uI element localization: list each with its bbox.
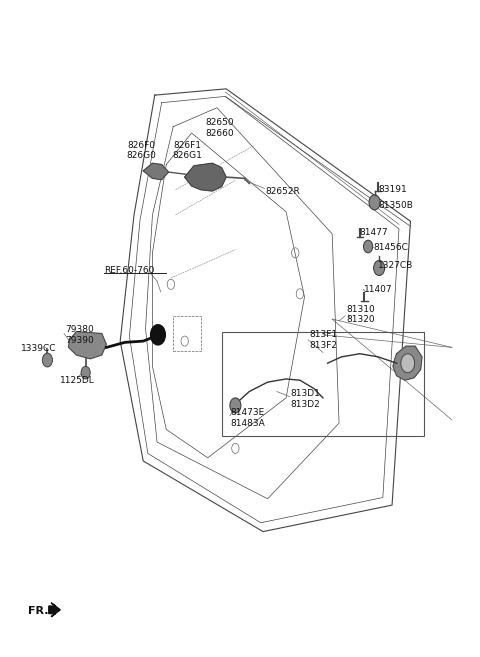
Circle shape — [373, 260, 384, 275]
Text: 813D1
813D2: 813D1 813D2 — [291, 390, 321, 409]
Circle shape — [369, 194, 380, 210]
Text: 11407: 11407 — [364, 285, 393, 294]
Text: 82650
82660: 82650 82660 — [205, 118, 234, 137]
Polygon shape — [393, 346, 422, 380]
Text: 1339CC: 1339CC — [21, 344, 57, 353]
Text: 81350B: 81350B — [378, 201, 413, 210]
Polygon shape — [49, 603, 60, 617]
Polygon shape — [69, 332, 107, 359]
Text: 81477: 81477 — [360, 228, 388, 237]
Bar — [173, 316, 201, 351]
Text: REF.60-760: REF.60-760 — [104, 266, 155, 275]
Circle shape — [401, 353, 415, 373]
Text: 82652R: 82652R — [265, 187, 300, 196]
Circle shape — [363, 240, 372, 253]
Circle shape — [42, 353, 52, 367]
Circle shape — [230, 398, 241, 413]
Text: 1125DL: 1125DL — [60, 376, 95, 385]
Bar — [222, 332, 424, 436]
Text: 81473E
81483A: 81473E 81483A — [231, 409, 265, 428]
Circle shape — [81, 367, 90, 379]
Text: 79380
79390: 79380 79390 — [65, 325, 94, 344]
Polygon shape — [185, 163, 226, 191]
Text: 81310
81320: 81310 81320 — [346, 305, 375, 325]
Text: 813F1
813F2: 813F1 813F2 — [309, 330, 337, 350]
Text: 1327CB: 1327CB — [378, 261, 413, 270]
Polygon shape — [143, 163, 168, 179]
Text: 826F0
826G0: 826F0 826G0 — [126, 141, 156, 160]
Text: 83191: 83191 — [378, 185, 407, 194]
Circle shape — [151, 325, 165, 345]
Text: 826F1
826G1: 826F1 826G1 — [172, 141, 202, 160]
Text: 81456C: 81456C — [373, 243, 408, 252]
Text: FR.: FR. — [28, 606, 48, 616]
